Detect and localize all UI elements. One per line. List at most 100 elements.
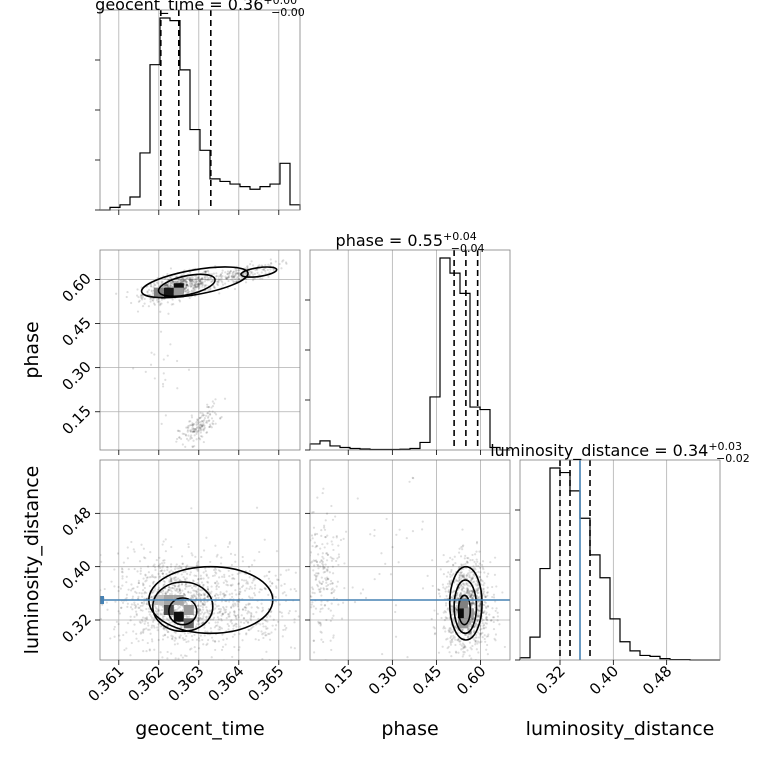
sample-point — [226, 584, 229, 587]
sample-point — [478, 602, 482, 605]
sample-point — [181, 279, 185, 282]
sample-point — [170, 545, 173, 549]
sample-point — [326, 568, 329, 571]
sample-point — [217, 281, 220, 284]
sample-point — [411, 476, 414, 479]
sample-point — [180, 582, 184, 586]
sample-point — [457, 651, 460, 654]
sample-point — [282, 628, 285, 632]
sample-point — [190, 279, 194, 282]
sample-point — [295, 589, 298, 593]
contour-line — [157, 273, 216, 298]
sample-point — [183, 281, 186, 284]
sample-point — [468, 590, 471, 594]
sample-point — [447, 571, 450, 574]
sample-point — [248, 270, 251, 273]
sample-point — [227, 628, 230, 631]
sample-point — [322, 640, 325, 644]
sample-point — [153, 377, 156, 380]
sample-point — [214, 624, 218, 627]
sample-point — [195, 638, 199, 641]
sample-point — [176, 588, 179, 591]
sample-point — [266, 627, 269, 630]
sample-point — [173, 578, 176, 581]
sample-point — [313, 559, 317, 563]
sample-point — [485, 635, 488, 638]
sample-point — [214, 422, 217, 425]
sample-point — [156, 608, 160, 611]
sample-point — [200, 423, 203, 426]
sample-point — [182, 570, 185, 574]
sample-point — [234, 614, 238, 618]
sample-point — [459, 584, 462, 587]
sample-point — [206, 581, 210, 584]
sample-point — [171, 282, 174, 285]
sample-point — [183, 287, 187, 291]
sample-point — [340, 617, 344, 620]
sample-point — [196, 283, 199, 286]
sample-point — [228, 600, 231, 603]
sample-point — [193, 434, 196, 437]
sample-point — [202, 420, 205, 423]
sample-point — [467, 572, 470, 575]
sample-point — [120, 606, 123, 609]
sample-point — [237, 583, 240, 586]
sample-point — [461, 629, 464, 632]
sample-point — [189, 279, 192, 282]
sample-point — [117, 585, 120, 589]
sample-point — [241, 560, 244, 563]
sample-point — [272, 618, 275, 621]
sample-point — [139, 604, 142, 608]
sample-point — [332, 636, 335, 639]
sample-point — [214, 544, 217, 547]
sample-point — [477, 614, 480, 617]
sample-point — [131, 595, 135, 598]
sample-point — [196, 604, 199, 607]
sample-point — [235, 277, 239, 280]
sample-point — [256, 606, 259, 609]
sample-point — [221, 575, 224, 578]
sample-point — [472, 661, 474, 663]
sample-point — [455, 651, 458, 654]
sample-point — [214, 597, 218, 600]
sample-point — [201, 606, 204, 609]
sample-point — [158, 575, 162, 578]
sample-point — [168, 586, 171, 589]
sample-point — [212, 272, 216, 275]
sample-point — [384, 562, 387, 565]
sample-point — [177, 590, 180, 594]
sample-point — [143, 297, 146, 300]
sample-point — [178, 621, 181, 624]
sample-point — [193, 286, 196, 289]
sample-point — [339, 538, 343, 542]
sample-point — [195, 438, 198, 441]
sample-point — [484, 601, 487, 604]
sample-point — [187, 590, 190, 593]
sample-point — [255, 506, 259, 509]
sample-point — [315, 577, 318, 580]
sample-point — [485, 606, 488, 610]
sample-point — [250, 270, 253, 273]
sample-point — [135, 637, 138, 640]
sample-point — [483, 603, 486, 607]
sample-point — [492, 616, 496, 619]
sample-point — [319, 607, 322, 611]
sample-point — [459, 594, 462, 597]
sample-point — [250, 260, 253, 263]
density-cell — [173, 611, 184, 622]
sample-point — [466, 589, 469, 592]
sample-point — [204, 278, 207, 281]
sample-point — [154, 568, 157, 572]
sample-point — [144, 617, 147, 620]
sample-point — [319, 623, 322, 626]
sample-point — [459, 571, 462, 574]
sample-point — [127, 568, 130, 571]
sample-point — [265, 627, 268, 630]
sample-point — [227, 276, 230, 279]
sample-point — [161, 543, 164, 546]
sample-point — [457, 639, 460, 642]
sample-point — [278, 262, 281, 266]
sample-point — [198, 623, 201, 626]
sample-point — [310, 603, 313, 606]
sample-point — [188, 296, 191, 300]
